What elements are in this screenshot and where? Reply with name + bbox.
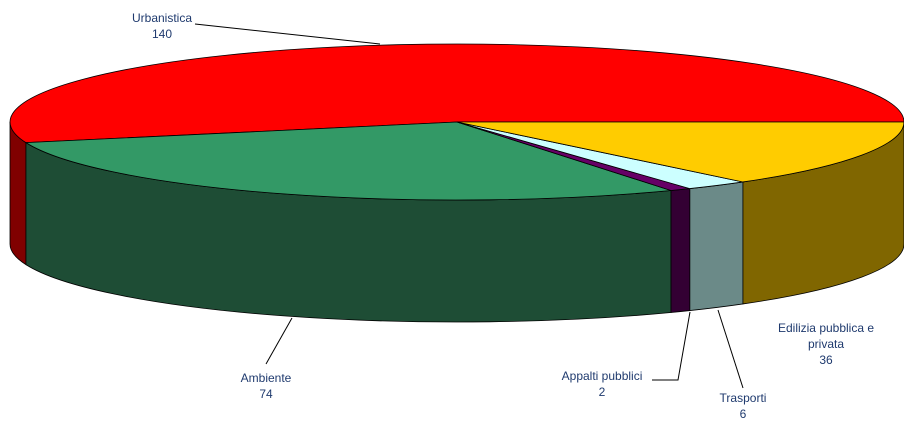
slice-top (9, 43, 904, 144)
leader-line (717, 309, 744, 389)
category-name: Ambiente (240, 371, 292, 385)
slice-top (456, 121, 904, 183)
value-label: 140 (151, 27, 173, 41)
value-label: 74 (259, 387, 273, 401)
value-label: 6 (739, 407, 747, 421)
slice-label: Urbanistica 140 (132, 10, 192, 42)
slice-label: Ambiente 74 (241, 370, 292, 402)
leader-line (652, 311, 691, 381)
leader-line (194, 23, 381, 45)
slice-side (670, 188, 691, 313)
category-name: Edilizia pubblica e privata (777, 321, 875, 351)
slice-label: Edilizia pubblica e privata 36 (766, 320, 886, 368)
category-name: Trasporti (719, 391, 767, 405)
leader-line (265, 317, 293, 365)
value-label: 2 (598, 385, 606, 399)
slice-side (9, 121, 27, 266)
slice-top (24, 121, 672, 201)
slice-label: Trasporti 6 (720, 390, 767, 422)
category-name: Appalti pubblici (561, 369, 643, 383)
category-name: Urbanistica (131, 11, 193, 25)
slice-label: Appalti pubblici 2 (562, 368, 643, 400)
slice-side (689, 181, 744, 312)
value-label: 36 (819, 353, 833, 367)
